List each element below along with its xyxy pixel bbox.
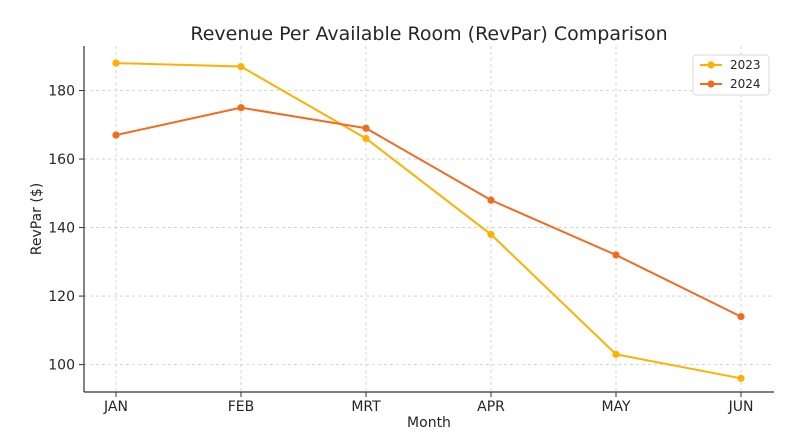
data-point (362, 124, 370, 132)
x-tick-label: FEB (228, 399, 255, 415)
y-axis-label: RevPar ($) (29, 183, 45, 255)
series-2024 (112, 104, 745, 321)
legend-marker (707, 80, 715, 88)
data-point (487, 196, 495, 204)
data-point (362, 134, 370, 143)
legend-label: 2023 (730, 58, 761, 72)
data-point (237, 62, 245, 71)
series-2023 (112, 59, 745, 382)
x-tick-label: MAY (601, 399, 631, 415)
x-tick-label: APR (477, 399, 505, 415)
grid (84, 46, 774, 392)
x-axis-label: Month (407, 415, 451, 431)
series-line (115, 62, 742, 380)
chart-title: Revenue Per Available Room (RevPar) Comp… (190, 23, 667, 45)
data-point (612, 251, 620, 259)
data-point (737, 374, 745, 382)
legend: 2023 2024 (692, 54, 770, 96)
x-tick-label: JUN (728, 399, 754, 415)
data-point (112, 59, 120, 67)
data-point (237, 104, 245, 112)
data-point (112, 131, 120, 139)
y-tick-label: 120 (48, 289, 75, 305)
series-layer (112, 59, 745, 382)
y-tick-label: 100 (48, 358, 75, 374)
data-point (737, 313, 745, 321)
x-ticks: JAN FEB MRT APR MAY JUN (103, 392, 753, 415)
legend-entry: 2024 (700, 77, 761, 91)
legend-marker (707, 61, 715, 69)
x-tick-label: JAN (103, 399, 128, 415)
series-line (115, 106, 742, 318)
y-ticks: 100 120 140 160 180 (48, 84, 84, 374)
legend-label: 2024 (730, 77, 761, 91)
data-point (612, 350, 620, 358)
x-tick-label: MRT (351, 399, 381, 415)
y-tick-label: 180 (48, 84, 75, 100)
y-tick-label: 160 (48, 152, 75, 168)
y-tick-label: 140 (48, 221, 75, 237)
legend-entry: 2023 (700, 58, 761, 72)
data-point (487, 230, 495, 239)
